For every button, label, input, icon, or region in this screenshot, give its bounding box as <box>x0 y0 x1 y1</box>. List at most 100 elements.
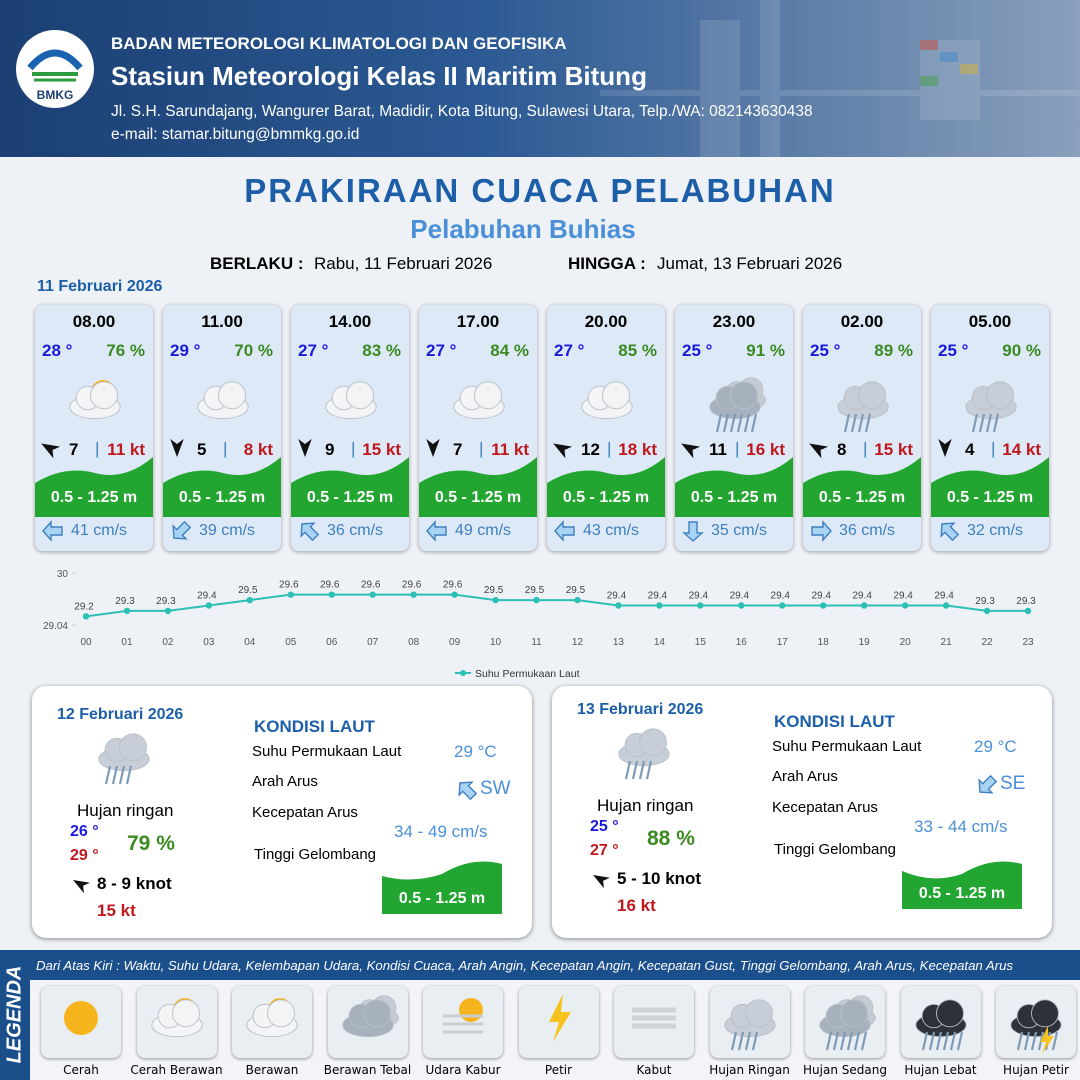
current-speed: 36 cm/s <box>839 522 896 539</box>
legend-icon-box <box>136 986 217 1058</box>
legend-icon <box>914 999 967 1051</box>
sst-point <box>205 602 213 609</box>
legend-description: Dari Atas Kiri : Waktu, Suhu Udara, Kele… <box>36 958 1014 973</box>
panel-graphics <box>593 728 1022 909</box>
rain-drop <box>839 1031 847 1051</box>
cloud-part <box>639 728 667 757</box>
cloud-part <box>730 381 758 410</box>
cloud <box>150 999 203 1038</box>
station-name: Stasiun Meteorologi Kelas II Maritim Bit… <box>111 61 647 91</box>
x-tick-label: 16 <box>736 637 748 648</box>
rain-drop <box>864 413 872 433</box>
gust: 15 kt <box>97 901 136 920</box>
temperature: 27 ° <box>426 341 457 360</box>
temp-min: 25 ° <box>590 818 619 835</box>
temp-min: 26 ° <box>70 823 99 840</box>
rain-drop <box>949 1031 956 1051</box>
separator: | <box>607 439 612 458</box>
rain-drop <box>956 1031 963 1051</box>
value-label: 29.3 <box>975 596 995 607</box>
cloud-part <box>858 381 886 410</box>
temp-max: 29 ° <box>70 847 99 864</box>
rain-drop <box>992 413 1000 433</box>
sun <box>64 1001 98 1035</box>
x-tick-label: 13 <box>613 637 625 648</box>
current-arrow <box>426 520 447 542</box>
legend-label: Suhu Permukaan Laut <box>475 668 580 680</box>
wave-label: Tinggi Gelombang <box>774 841 897 858</box>
legend-item: Udara Kabur <box>425 1063 501 1077</box>
current-speed: 43 cm/s <box>583 522 640 539</box>
time: 02.00 <box>840 312 884 331</box>
validity-from: Rabu, 11 Februari 2026 <box>314 254 493 273</box>
cloud <box>709 381 761 420</box>
gust: 15 kt <box>874 440 913 459</box>
title: PRAKIRAAN CUACA PELABUHAN <box>244 172 836 209</box>
time: 05.00 <box>968 312 1012 331</box>
header: BMKG BADAN METEOROLOGI KLIMATOLOGI DAN G… <box>0 0 1080 157</box>
time: 20.00 <box>584 312 628 331</box>
day-panel: 12 Februari 2026 Hujan ringan 26 ° 29 ° 79 %… <box>32 686 532 938</box>
x-tick-label: 15 <box>695 637 707 648</box>
temperature: 25 ° <box>682 341 713 360</box>
wave-height: 0.5 - 1.25 m <box>562 489 650 506</box>
rain-drop <box>1051 1031 1059 1051</box>
sst-label: Suhu Permukaan Laut <box>252 743 402 760</box>
current-arrow <box>940 522 960 542</box>
legend-icon-box <box>327 986 408 1058</box>
legend-icon <box>819 995 876 1051</box>
wind: 8 - 9 knot <box>97 874 172 893</box>
temp-max: 27 ° <box>590 842 619 859</box>
sst-point <box>328 591 335 598</box>
wave-hill <box>382 861 502 914</box>
x-tick-label: 14 <box>654 637 666 648</box>
legend-item: Berawan <box>245 1063 299 1077</box>
separator: | <box>991 439 996 458</box>
wave-hill <box>902 861 1022 909</box>
rain-drop <box>722 413 730 433</box>
rain-drop <box>985 413 993 433</box>
legend-icon-box <box>709 986 790 1058</box>
rain-drop <box>832 1031 840 1051</box>
cloud-part <box>986 381 1014 410</box>
legend-item: Berawan Tebal <box>323 1063 412 1077</box>
sst-point <box>942 602 950 609</box>
org-name: BADAN METEOROLOGI KLIMATOLOGI DAN GEOFIS… <box>111 34 567 53</box>
rain-drop <box>750 413 758 433</box>
gust: 15 kt <box>362 440 401 459</box>
value-label: 29.4 <box>689 591 709 602</box>
x-tick-label: 20 <box>900 637 912 648</box>
validity-from-label: BERLAKU : <box>210 254 304 273</box>
direction-arrow <box>73 880 90 894</box>
card-graphics <box>803 381 921 551</box>
speed-label: Kecepatan Arus <box>772 799 878 816</box>
humidity: 90 % <box>1002 341 1041 360</box>
speed: 33 - 44 cm/s <box>914 817 1008 836</box>
wave-height: 0.5 - 1.25 m <box>946 489 1034 506</box>
sst: 29 °C <box>454 742 497 761</box>
legend-icon <box>64 1001 98 1035</box>
cloud-part <box>362 999 391 1028</box>
value-label: 29.3 <box>156 596 176 607</box>
rain-drop <box>860 1031 868 1051</box>
legend-icon <box>246 998 298 1038</box>
legend-title: LEGENDA <box>3 965 26 1064</box>
wave-height: 0.5 - 1.25 m <box>434 489 522 506</box>
legend-icon-box <box>805 986 885 1058</box>
x-tick-label: 04 <box>244 637 256 648</box>
x-tick-label: 10 <box>490 637 502 648</box>
rain-drop <box>744 1031 751 1051</box>
y-tick-label: 29.04 <box>43 621 68 632</box>
sst-point <box>123 607 131 615</box>
rain-drop <box>921 1031 928 1051</box>
card-graphics <box>291 381 409 551</box>
separator: | <box>479 439 484 458</box>
wave-height: 0.5 - 1.25 m <box>690 489 778 506</box>
sst-point <box>1024 607 1032 615</box>
rain-drop <box>715 413 723 433</box>
time: 17.00 <box>456 312 500 331</box>
sst: 29 °C <box>974 737 1017 756</box>
value-label: 29.4 <box>934 591 954 602</box>
current-speed: 35 cm/s <box>711 522 768 539</box>
legend-icon-box <box>232 986 312 1058</box>
